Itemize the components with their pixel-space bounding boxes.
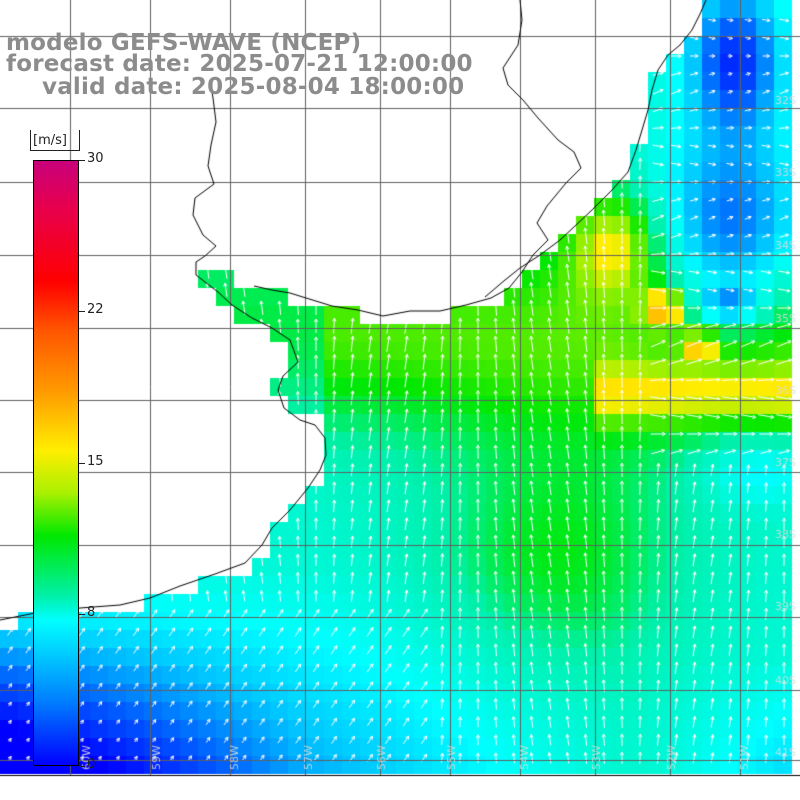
colorbar-tick-mark bbox=[79, 614, 85, 615]
colorbar-tick-mark bbox=[79, 160, 85, 161]
colorbar bbox=[33, 160, 79, 766]
model-title: modelo GEFS-WAVE (NCEP) bbox=[6, 30, 362, 56]
colorbar-tick-30: 30 bbox=[87, 151, 104, 166]
colorbar-tick-mark bbox=[79, 463, 85, 464]
colorbar-tick-mark bbox=[79, 311, 85, 312]
forecast-date: forecast date: 2025-07-21 12:00:00 bbox=[6, 51, 473, 77]
valid-date: valid date: 2025-08-04 18:00:00 bbox=[42, 74, 465, 100]
colorbar-tick-mark bbox=[79, 766, 85, 767]
colorbar-tick-15: 15 bbox=[87, 454, 104, 469]
colorbar-tick-22: 22 bbox=[87, 302, 104, 317]
colorbar-tick-8: 8 bbox=[87, 605, 96, 620]
colorbar-tick-0: 0 bbox=[87, 757, 96, 772]
colorbar-unit: [m/s] bbox=[33, 133, 67, 148]
